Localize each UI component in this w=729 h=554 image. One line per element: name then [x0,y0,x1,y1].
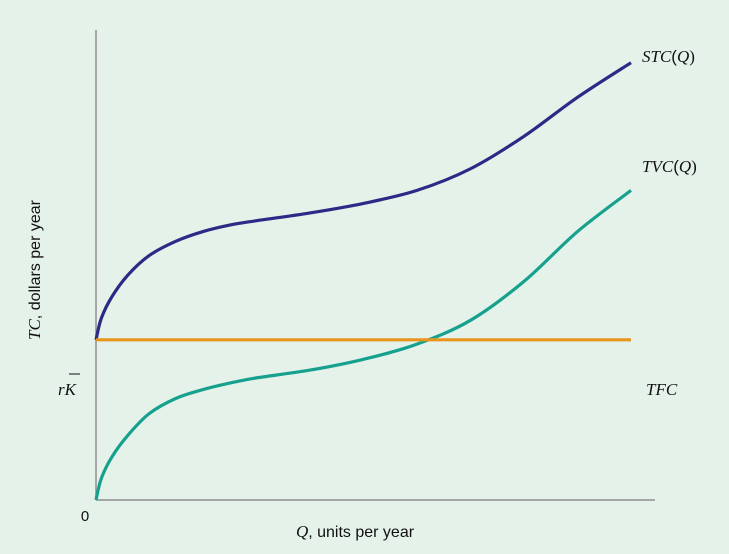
series-line-tvc-q [94,189,632,501]
fixed-cost-label: rK [58,380,78,399]
series-label-paren-open: ( [671,47,677,66]
series-label-var: TFC [646,380,678,399]
series-label-tfc: TFC [646,380,678,399]
fixed-cost-r: r [58,380,65,399]
x-axis-label-var: Q [296,522,308,541]
series-label-paren-close: ) [689,47,695,66]
series-line-stc-q [94,61,632,341]
x-axis-label-rest: , units per year [308,524,415,541]
series-label-arg: Q [677,47,689,66]
series-label-paren-open: ( [673,157,679,176]
origin-label: 0 [81,508,89,525]
y-axis-label: TC, dollars per year [25,199,44,340]
series-label-var: TVC [642,157,674,176]
fixed-cost-k: K [64,380,78,399]
series-label-arg: Q [679,157,691,176]
series-label-stc-q: STC(Q) [642,47,695,66]
y-axis-label-var: TC [25,319,44,340]
series-label-tvc-q: TVC(Q) [642,157,697,176]
series-layer [94,61,632,501]
series-label-var: STC [642,47,672,66]
axes [95,30,655,501]
series-label-paren-close: ) [691,157,697,176]
x-axis-label: Q, units per year [296,522,415,541]
y-axis-label-rest: , dollars per year [27,199,44,319]
